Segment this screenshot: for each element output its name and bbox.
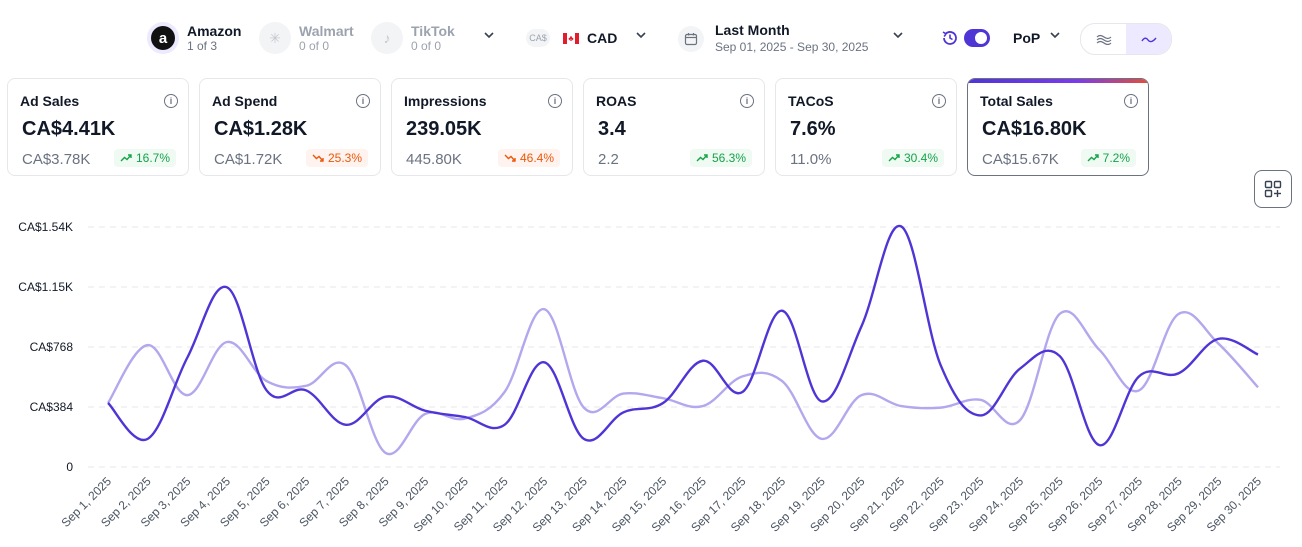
metric-previous-value: CA$15.67K xyxy=(982,151,1059,168)
area-chart-icon xyxy=(1096,34,1111,45)
store-walmart[interactable]: ✳ Walmart 0 of 0 xyxy=(259,22,354,54)
metric-change-value: 16.7% xyxy=(135,151,170,165)
metric-title: TACoS xyxy=(788,93,834,109)
currency-dropdown-chevron-icon[interactable] xyxy=(636,30,646,40)
info-icon[interactable]: i xyxy=(548,94,562,108)
compare-dropdown-chevron-icon[interactable] xyxy=(1050,30,1060,40)
metric-previous-value: 11.0% xyxy=(790,151,832,168)
trend-up-icon xyxy=(1087,153,1099,163)
metric-title: Impressions xyxy=(404,93,487,109)
metric-title: ROAS xyxy=(596,93,637,109)
store-tiktok[interactable]: ♪ TikTok 0 of 0 xyxy=(371,22,455,54)
compare-toggle[interactable] xyxy=(964,29,990,47)
line-chart-icon xyxy=(1140,37,1157,43)
trend-down-icon xyxy=(312,153,324,163)
store-amazon[interactable]: a Amazon 1 of 3 xyxy=(147,22,241,54)
metric-value: 7.6% xyxy=(790,118,836,140)
metric-change-value: 7.2% xyxy=(1102,151,1130,165)
previous-period-series-line xyxy=(106,307,1259,456)
y-tick-label: 0 xyxy=(66,460,73,474)
store-name: Walmart xyxy=(299,23,354,39)
metric-title: Ad Spend xyxy=(212,93,278,109)
metric-change-badge: 56.3% xyxy=(689,149,752,167)
store-count: 0 of 0 xyxy=(411,39,442,53)
compare-period-label[interactable]: PoP xyxy=(1013,30,1041,46)
metric-card-2[interactable]: Impressions i 239.05K 445.80K 46.4% xyxy=(391,78,573,176)
y-tick-label: CA$1.54K xyxy=(18,220,73,234)
metric-card-0[interactable]: Ad Sales i CA$4.41K CA$3.78K 16.7% xyxy=(7,78,189,176)
info-icon[interactable]: i xyxy=(164,94,178,108)
metric-change-badge: 7.2% xyxy=(1080,149,1136,167)
metric-change-value: 30.4% xyxy=(903,151,938,165)
metric-change-value: 46.4% xyxy=(519,151,554,165)
store-name: Amazon xyxy=(187,23,242,39)
info-icon[interactable]: i xyxy=(932,94,946,108)
tiktok-logo-icon: ♪ xyxy=(371,22,403,54)
metric-change-value: 56.3% xyxy=(711,151,746,165)
metric-change-badge: 25.3% xyxy=(305,149,368,167)
metric-change-badge: 30.4% xyxy=(881,149,944,167)
add-widget-button[interactable] xyxy=(1254,170,1292,208)
metric-value: 239.05K xyxy=(406,118,482,140)
store-count: 0 of 0 xyxy=(299,39,330,53)
metric-previous-value: 445.80K xyxy=(406,151,462,168)
metric-change-badge: 46.4% xyxy=(497,149,560,167)
metric-card-3[interactable]: ROAS i 3.4 2.2 56.3% xyxy=(583,78,765,176)
metric-value: 3.4 xyxy=(598,118,626,140)
calendar-icon xyxy=(678,26,704,52)
metric-change-badge: 16.7% xyxy=(113,149,176,167)
trend-up-icon xyxy=(696,153,708,163)
current-period-series-line xyxy=(107,225,1259,447)
trend-up-icon xyxy=(120,153,132,163)
trend-down-icon xyxy=(504,153,516,163)
metric-title: Ad Sales xyxy=(20,93,80,109)
currency-badge: CA$ xyxy=(526,29,550,47)
history-icon[interactable] xyxy=(940,28,960,48)
store-dropdown-chevron-icon[interactable] xyxy=(484,30,494,40)
metric-title: Total Sales xyxy=(980,93,1053,109)
info-icon[interactable]: i xyxy=(740,94,754,108)
trend-up-icon xyxy=(888,153,900,163)
currency-code[interactable]: CAD xyxy=(587,30,618,46)
metric-value: CA$16.80K xyxy=(982,118,1087,140)
widget-grid-plus-icon xyxy=(1264,180,1282,198)
date-dropdown-chevron-icon[interactable] xyxy=(893,30,903,40)
store-name: TikTok xyxy=(411,23,455,39)
info-icon[interactable]: i xyxy=(1124,94,1138,108)
metric-card-5[interactable]: Total Sales i CA$16.80K CA$15.67K 7.2% xyxy=(967,78,1149,176)
amazon-logo-icon: a xyxy=(147,22,179,54)
info-icon[interactable]: i xyxy=(356,94,370,108)
top-toolbar: a Amazon 1 of 3 ✳ Walmart 0 of 0 ♪ TikTo… xyxy=(0,0,1302,78)
walmart-logo-icon: ✳ xyxy=(259,22,291,54)
canada-flag-icon: ♣ xyxy=(563,33,579,44)
metric-value: CA$1.28K xyxy=(214,118,308,140)
metric-change-value: 25.3% xyxy=(327,151,362,165)
y-tick-label: CA$1.15K xyxy=(18,280,73,294)
store-count: 1 of 3 xyxy=(187,39,218,53)
selected-card-accent xyxy=(968,79,1148,83)
date-range-value[interactable]: Sep 01, 2025 - Sep 30, 2025 xyxy=(715,40,869,54)
chart-style-switch xyxy=(1080,23,1172,55)
area-chart-option[interactable] xyxy=(1081,24,1126,54)
date-range-title[interactable]: Last Month xyxy=(715,22,790,38)
metric-previous-value: CA$3.78K xyxy=(22,151,91,168)
metric-card-1[interactable]: Ad Spend i CA$1.28K CA$1.72K 25.3% xyxy=(199,78,381,176)
y-tick-label: CA$384 xyxy=(30,400,74,414)
y-tick-label: CA$768 xyxy=(30,340,74,354)
line-chart-option[interactable] xyxy=(1126,24,1171,54)
metric-card-4[interactable]: TACoS i 7.6% 11.0% 30.4% xyxy=(775,78,957,176)
metric-previous-value: 2.2 xyxy=(598,151,619,168)
metric-previous-value: CA$1.72K xyxy=(214,151,283,168)
metric-value: CA$4.41K xyxy=(22,118,116,140)
